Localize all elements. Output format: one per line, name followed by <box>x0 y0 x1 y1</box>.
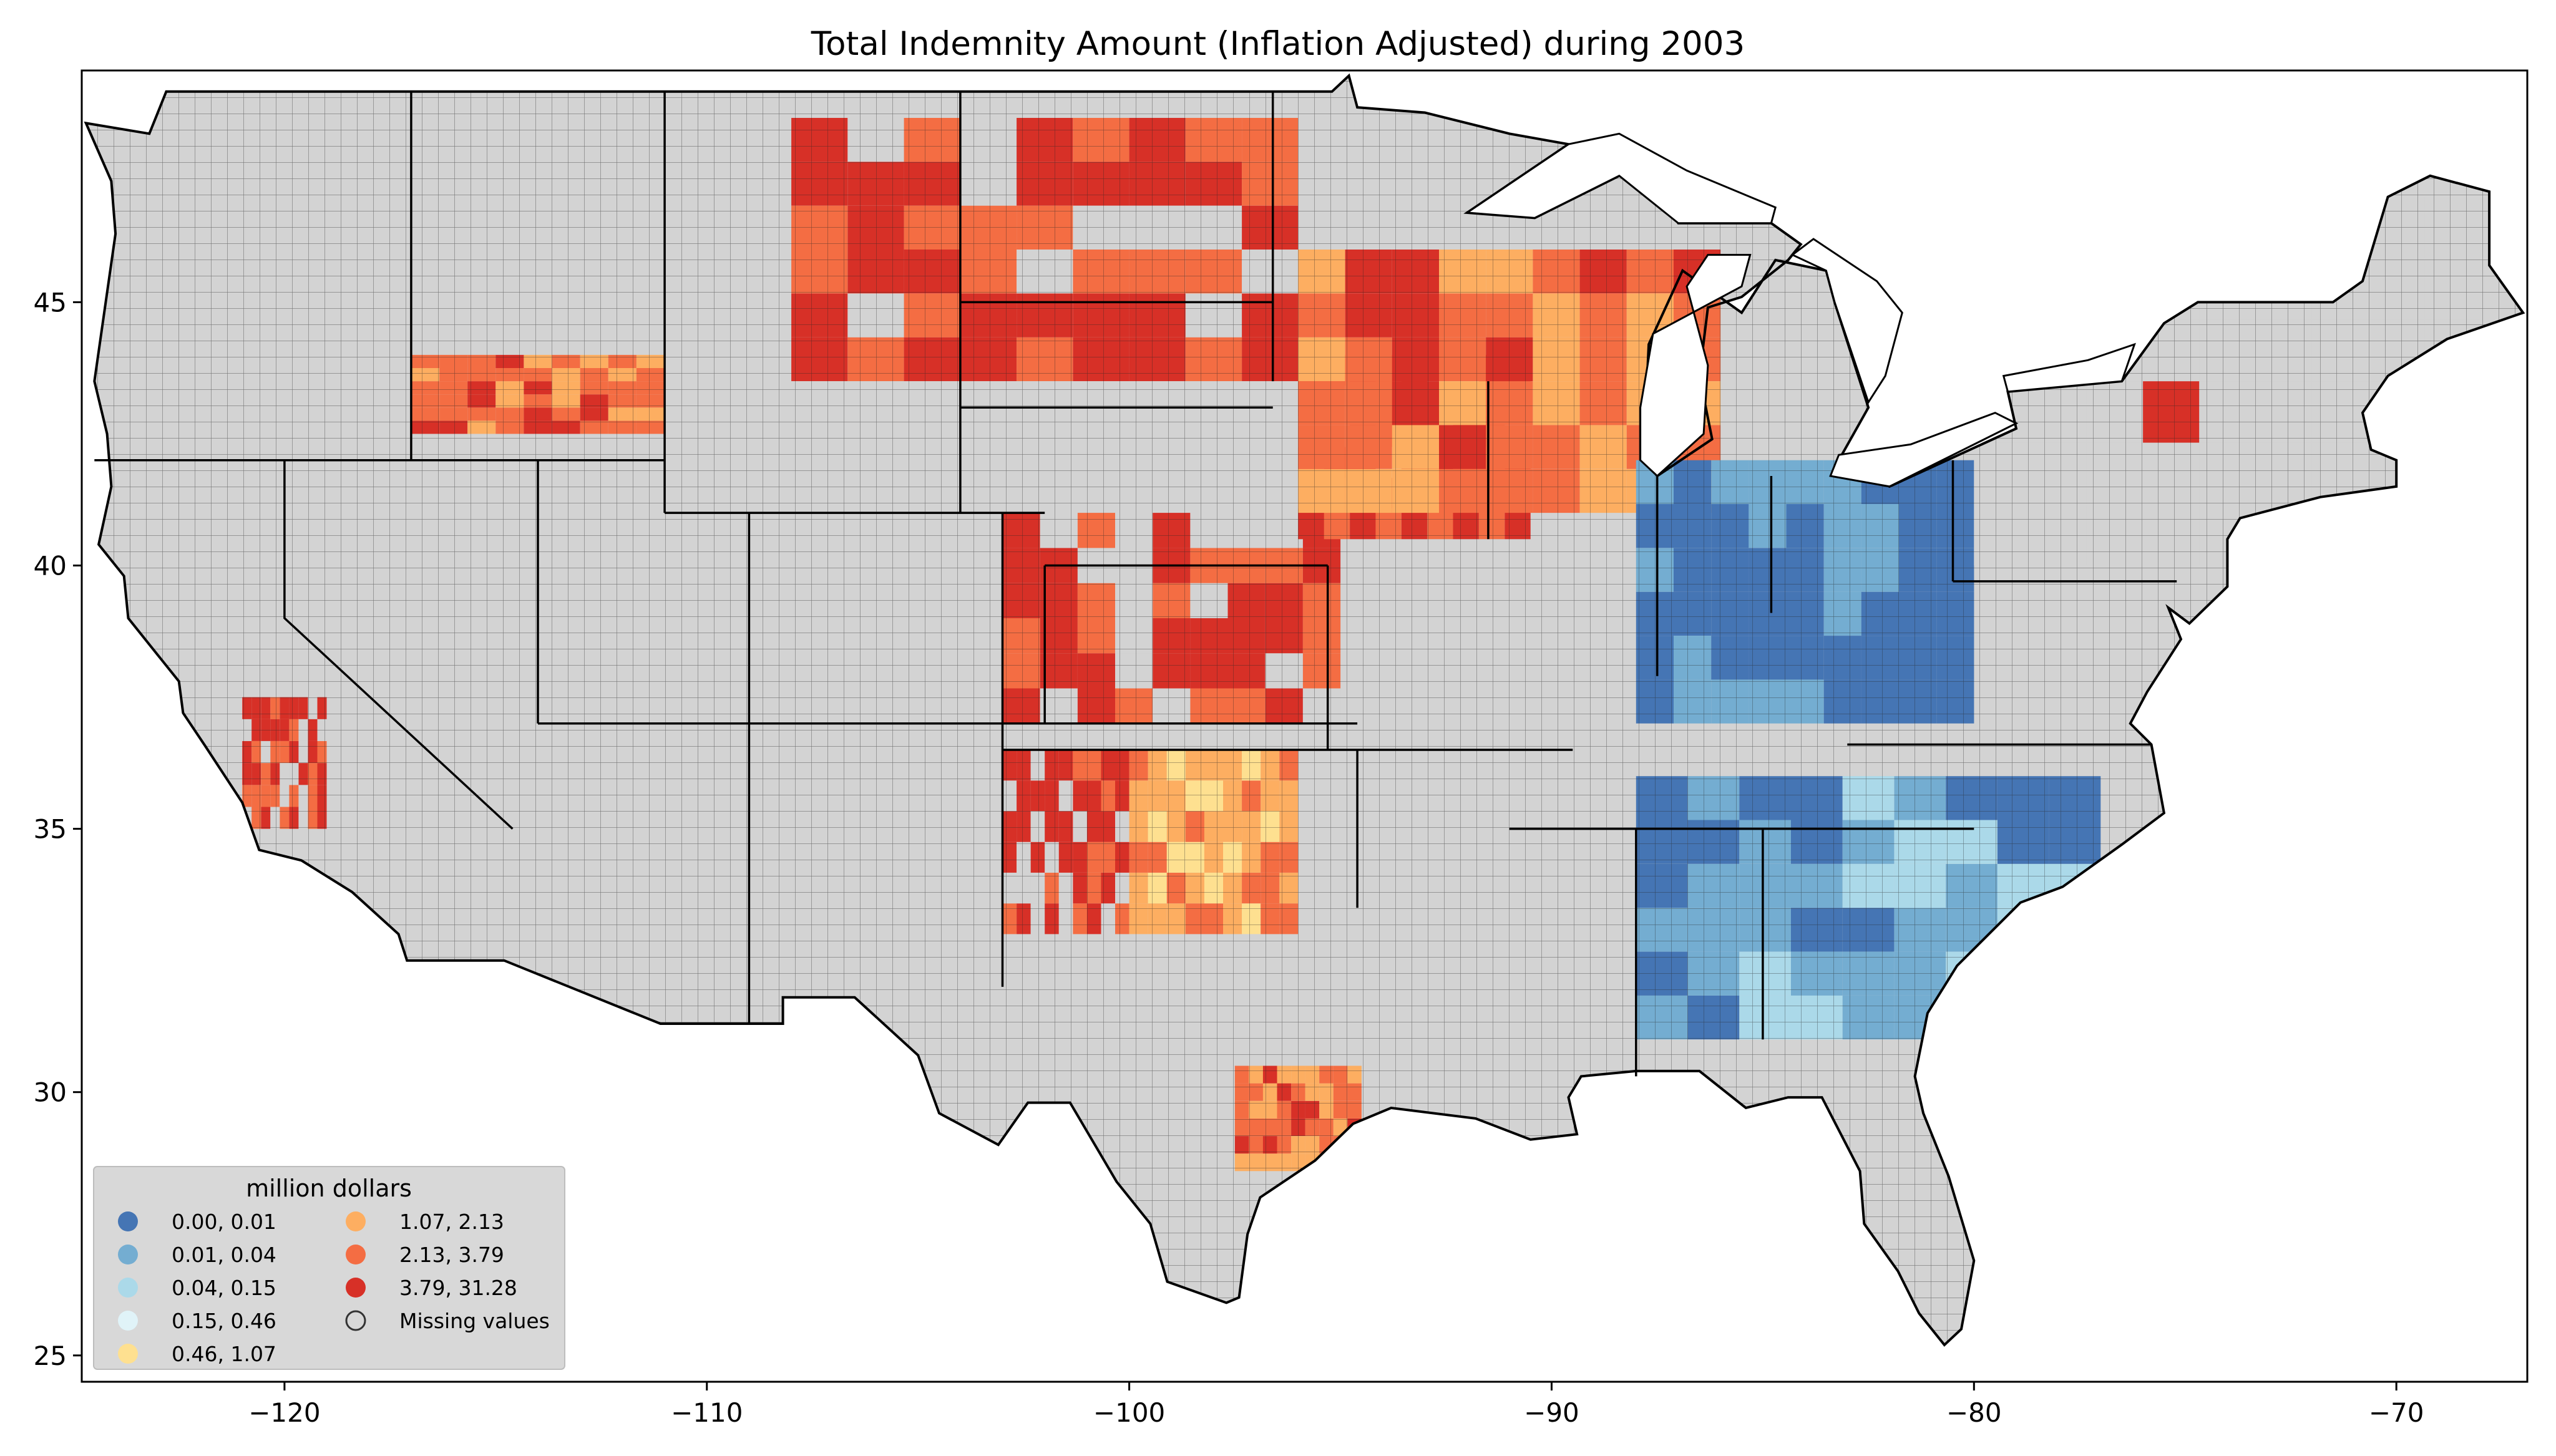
legend-item: 0.15, 0.46 <box>118 1309 276 1333</box>
legend-label: 3.79, 31.28 <box>399 1276 517 1300</box>
x-tick-label: −90 <box>1524 1397 1579 1428</box>
y-tick-label: 35 <box>34 814 67 845</box>
legend-marker <box>346 1278 366 1298</box>
legend-box <box>93 1166 565 1370</box>
legend-item: 0.46, 1.07 <box>118 1342 276 1366</box>
legend-label: Missing values <box>399 1309 550 1333</box>
lake-erie <box>1829 412 2019 488</box>
legend-label: 0.15, 0.46 <box>172 1309 276 1333</box>
y-tick-label: 40 <box>34 551 67 581</box>
legend-label: 2.13, 3.79 <box>399 1243 504 1267</box>
legend-item: 0.04, 0.15 <box>118 1276 276 1300</box>
legend-item: 3.79, 31.28 <box>346 1276 517 1300</box>
great-lakes <box>1464 132 2136 488</box>
legend-marker <box>118 1245 138 1264</box>
legend-label: 0.00, 0.01 <box>172 1210 276 1234</box>
x-tick-label: −70 <box>2369 1397 2424 1428</box>
y-tick-label: 25 <box>34 1341 67 1371</box>
y-tick-label: 30 <box>34 1077 67 1108</box>
legend-marker <box>346 1211 366 1231</box>
legend-marker <box>346 1245 366 1264</box>
x-tick-label: −100 <box>1093 1397 1165 1428</box>
lake-huron <box>1790 238 1903 405</box>
legend-marker <box>118 1311 138 1331</box>
legend-marker <box>118 1211 138 1231</box>
legend-item: Missing values <box>345 1309 550 1333</box>
y-axis: 25 30 35 40 45 <box>34 287 82 1371</box>
legend-label: 0.01, 0.04 <box>172 1243 276 1267</box>
legend-item: 2.13, 3.79 <box>346 1243 504 1267</box>
legend-label: 1.07, 2.13 <box>399 1210 504 1234</box>
legend-item: 0.00, 0.01 <box>118 1210 276 1234</box>
us-outline <box>84 73 2525 1347</box>
legend-item: 0.01, 0.04 <box>118 1243 276 1267</box>
legend-marker <box>345 1310 366 1331</box>
x-tick-label: −120 <box>248 1397 320 1428</box>
legend: million dollars 0.00, 0.01 0.01, 0.04 0.04… <box>93 1166 565 1370</box>
state-line <box>283 460 514 830</box>
state-boundaries <box>94 91 2177 1077</box>
map-title: Total Indemnity Amount (Inflation Adjust… <box>811 25 1745 63</box>
x-axis: −120 −110 −100 −90 −80 −70 <box>248 1382 2424 1428</box>
lake-ontario <box>2002 342 2136 393</box>
legend-label: 0.04, 0.15 <box>172 1276 276 1300</box>
us-landmass <box>84 73 2525 1347</box>
x-tick-label: −110 <box>671 1397 743 1428</box>
legend-item: 1.07, 2.13 <box>346 1210 504 1234</box>
legend-marker <box>118 1278 138 1298</box>
legend-title: million dollars <box>246 1175 412 1202</box>
legend-marker <box>118 1344 138 1364</box>
y-tick-label: 45 <box>34 287 67 318</box>
lake-michigan <box>1639 254 1752 478</box>
legend-label: 0.46, 1.07 <box>172 1342 276 1366</box>
lake-superior <box>1464 132 1777 225</box>
x-tick-label: −80 <box>1946 1397 2002 1428</box>
